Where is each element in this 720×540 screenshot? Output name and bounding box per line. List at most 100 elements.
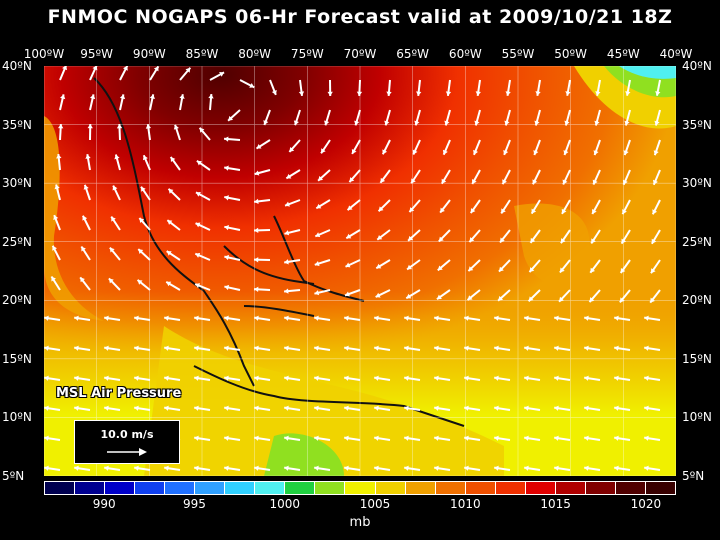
wind-arrow xyxy=(145,124,152,141)
wind-arrow xyxy=(503,139,511,156)
wind-arrow xyxy=(314,259,331,267)
wind-arrow xyxy=(194,375,211,381)
lon-label: 100ºW xyxy=(23,47,65,61)
unit-label: mb xyxy=(349,515,371,530)
wind-arrow xyxy=(474,109,481,126)
wind-arrow xyxy=(114,154,121,171)
wind-arrow xyxy=(134,315,151,321)
legend-swatch xyxy=(225,482,256,494)
wind-arrow xyxy=(137,248,151,261)
wind-arrow xyxy=(74,345,91,351)
wind-arrow xyxy=(524,465,541,471)
wind-arrow xyxy=(269,79,277,96)
wind-arrow xyxy=(224,465,241,471)
wind-arrow xyxy=(44,345,61,351)
wind-arrow xyxy=(344,405,361,411)
wind-arrow xyxy=(528,259,541,273)
wind-arrow xyxy=(164,405,181,411)
wind-arrow xyxy=(644,375,661,381)
wind-arrow xyxy=(592,169,601,185)
legend-swatch xyxy=(45,482,76,494)
lat-label-right: 35ºN xyxy=(682,117,712,132)
wind-arrow xyxy=(467,259,481,272)
wind-arrow xyxy=(404,435,421,441)
wind-arrow xyxy=(562,169,571,185)
legend-swatch xyxy=(495,482,526,494)
lat-label-right: 20ºN xyxy=(682,293,712,308)
wind-arrow xyxy=(284,315,301,321)
wind-arrow xyxy=(434,435,451,441)
wind-arrow xyxy=(119,94,126,111)
wind-arrow xyxy=(464,345,481,351)
lon-label: 75ºW xyxy=(290,47,324,61)
wind-arrow xyxy=(239,79,255,89)
wind-arrow xyxy=(227,109,241,122)
legend-swatch xyxy=(285,482,316,494)
wind-arrow xyxy=(416,79,422,97)
wind-arrow xyxy=(554,465,571,471)
wind-arrow xyxy=(644,465,661,471)
wind-arrow xyxy=(74,405,91,411)
lon-label: 45ºW xyxy=(606,47,640,61)
wind-arrow xyxy=(564,109,571,126)
wind-arrow xyxy=(434,315,451,321)
wind-arrow xyxy=(653,139,661,156)
wind-arrow xyxy=(254,435,271,441)
wind-arrow xyxy=(134,465,151,471)
wind-arrow xyxy=(344,289,361,297)
wind-arrow xyxy=(445,79,452,96)
wind-arrow xyxy=(198,127,211,141)
lat-label-left: 30ºN xyxy=(2,176,32,191)
legend-label: 995 xyxy=(183,497,206,511)
wind-arrow xyxy=(619,259,631,274)
wind-arrow xyxy=(224,165,241,171)
lat-label-left: 10ºN xyxy=(2,410,32,425)
south-america-low xyxy=(264,433,344,476)
wind-arrow xyxy=(534,109,541,126)
wind-arrow xyxy=(530,199,541,215)
wind-arrow xyxy=(376,229,391,241)
legend-swatch xyxy=(555,482,586,494)
wind-arrow xyxy=(565,79,571,96)
wind-arrow xyxy=(253,198,271,205)
wind-arrow xyxy=(108,277,121,291)
wind-arrow xyxy=(134,375,151,381)
wind-arrow xyxy=(624,109,631,126)
wind-arrow xyxy=(164,465,181,471)
wind-arrow xyxy=(494,345,511,351)
wind-arrow xyxy=(345,259,361,268)
wind-arrow xyxy=(374,465,391,471)
wind-arrow xyxy=(384,109,391,126)
wind-arrow xyxy=(563,139,571,156)
wind-arrow xyxy=(649,289,661,304)
wind-arrow xyxy=(263,109,271,126)
legend-swatch xyxy=(645,482,675,494)
legend-swatch xyxy=(75,482,106,494)
wind-arrow xyxy=(89,94,96,111)
wind-arrow xyxy=(434,345,451,351)
wind-arrow xyxy=(196,160,211,171)
wind-arrow xyxy=(374,375,391,381)
wind-arrow xyxy=(164,375,181,381)
wind-arrow xyxy=(314,465,331,471)
wind-arrow xyxy=(437,259,451,272)
wind-arrow xyxy=(89,66,98,81)
wind-scale-box: 10.0 m/s xyxy=(74,420,180,464)
wind-arrow xyxy=(377,199,391,212)
wind-arrow xyxy=(314,405,331,411)
legend-swatch xyxy=(345,482,376,494)
wind-arrow xyxy=(344,315,361,321)
wind-arrow xyxy=(209,71,225,81)
wind-arrow xyxy=(444,109,451,126)
wind-arrow xyxy=(438,229,451,243)
wind-arrow xyxy=(59,94,66,111)
lon-label: 65ºW xyxy=(396,47,430,61)
wind-arrow xyxy=(527,289,541,302)
wind-arrow xyxy=(593,139,601,156)
wind-arrow xyxy=(79,276,91,291)
wind-arrow xyxy=(414,109,421,126)
wind-arrow xyxy=(594,109,601,126)
wind-arrow xyxy=(254,405,271,411)
wind-arrow xyxy=(533,139,541,156)
wind-arrow xyxy=(317,169,331,182)
